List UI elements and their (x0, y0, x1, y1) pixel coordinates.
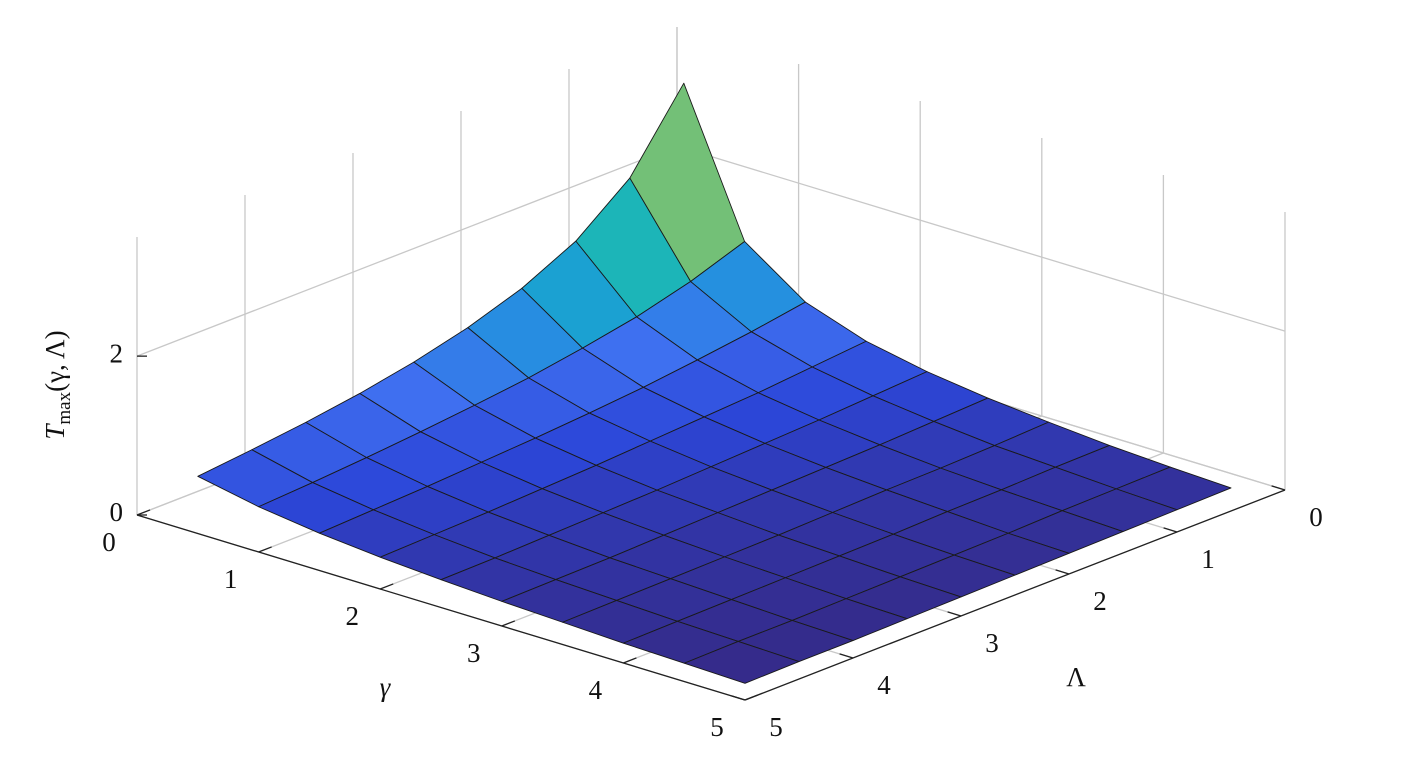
x-tick (744, 694, 759, 701)
z-label-args: (γ, Λ) (40, 330, 70, 392)
y-tick-label: 1 (1201, 544, 1215, 574)
x-tick (258, 546, 272, 553)
x-tick (623, 657, 637, 664)
grid-line (136, 145, 678, 357)
x-tick-label: 2 (345, 601, 359, 631)
z-tick-label: 0 (110, 497, 124, 527)
y-tick-label: 0 (1309, 502, 1323, 532)
surface-layer (197, 82, 1232, 684)
x-tick-label: 5 (710, 712, 724, 742)
y-tick (1163, 527, 1178, 533)
y-tick (1271, 485, 1286, 491)
z-tick-label: 2 (110, 338, 124, 368)
x-tick-label: 0 (102, 527, 116, 557)
y-axis-label: Λ (1066, 662, 1086, 692)
x-axis-label: γ (380, 672, 392, 702)
x-axis-line (136, 514, 746, 701)
grid-line (676, 145, 1286, 332)
y-tick (731, 695, 746, 701)
z-axis-label: Tmax(γ, Λ) (40, 330, 75, 439)
z-label-main: T (40, 423, 70, 440)
y-tick-label: 3 (985, 628, 999, 658)
x-tick (136, 509, 151, 516)
y-axis-line (744, 489, 1286, 701)
y-tick-label: 2 (1093, 586, 1107, 616)
y-tick (1055, 569, 1070, 575)
axes-layer: 0 1 2 3 4 5 0 1 2 3 4 5 0 2 (102, 338, 1323, 742)
z-label-sub: max (54, 391, 75, 424)
surface-patch (683, 640, 800, 684)
x-tick (379, 583, 394, 590)
y-tick (839, 653, 854, 659)
x-tick-label: 3 (467, 638, 481, 668)
y-tick-label: 4 (877, 670, 891, 700)
x-tick-label: 4 (589, 675, 603, 705)
x-tick (501, 620, 516, 627)
x-tick-label: 1 (224, 564, 238, 594)
y-tick (947, 611, 962, 617)
y-tick-label: 5 (769, 712, 783, 742)
